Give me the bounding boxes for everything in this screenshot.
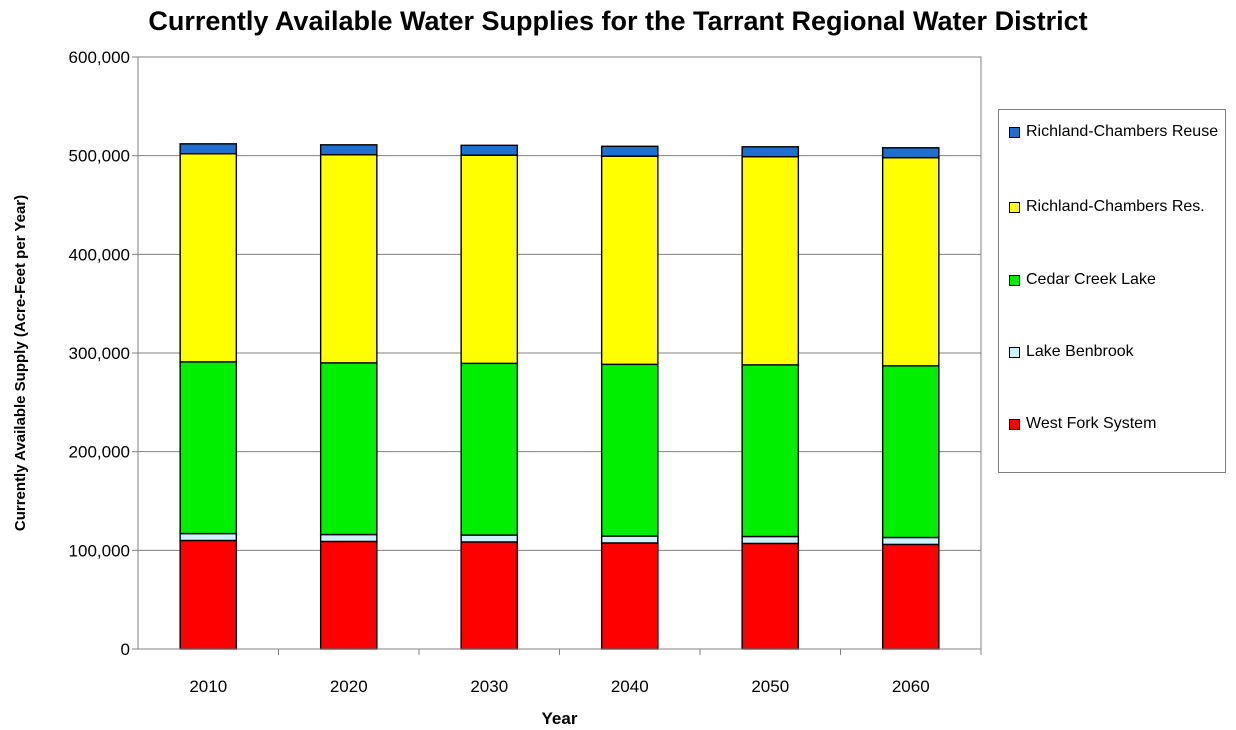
bar-segment <box>319 540 378 650</box>
bar-segment <box>460 144 519 156</box>
x-tick-label: 2030 <box>470 677 508 696</box>
legend: Richland-Chambers Reuse Richland-Chambers… <box>998 109 1226 473</box>
y-tick-label: 0 <box>121 640 130 659</box>
x-tick-label: 2020 <box>330 677 368 696</box>
bar-segment <box>881 543 940 650</box>
legend-label: Lake Benbrook <box>1026 343 1134 360</box>
bar-segment <box>460 362 519 536</box>
y-axis-title: Currently Available Supply (Acre-Feet pe… <box>12 195 29 531</box>
bar-segment <box>881 365 940 539</box>
legend-label: Richland-Chambers Res. <box>1026 198 1205 215</box>
bar-segment <box>460 154 519 365</box>
y-tick-label: 600,000 <box>69 48 130 67</box>
bar-segment <box>600 145 659 157</box>
x-axis-title: Year <box>542 709 578 728</box>
bar-segment <box>179 361 238 535</box>
x-tick-label: 2040 <box>611 677 649 696</box>
x-tick-label: 2050 <box>751 677 789 696</box>
bar-segment <box>319 144 378 156</box>
bar-segment <box>741 146 800 158</box>
bar-segment <box>600 542 659 650</box>
y-tick-label: 300,000 <box>69 344 130 363</box>
y-tick-label: 500,000 <box>69 147 130 166</box>
bar-segment <box>881 156 940 367</box>
bar-segment <box>881 147 940 159</box>
legend-label: Cedar Creek Lake <box>1026 271 1156 288</box>
bar-segment <box>179 539 238 650</box>
legend-swatch <box>1009 419 1020 430</box>
y-tick-label: 100,000 <box>69 541 130 560</box>
legend-label: Richland-Chambers Reuse <box>1026 123 1219 140</box>
bar-segment <box>319 153 378 364</box>
bar-segment <box>600 155 659 366</box>
legend-label: West Fork System <box>1026 415 1157 432</box>
bar-segment <box>741 364 800 538</box>
bar-segment <box>179 152 238 363</box>
bar-segment <box>600 363 659 537</box>
x-tick-label: 2010 <box>189 677 227 696</box>
bar-segment <box>881 536 940 546</box>
x-tick-label: 2060 <box>892 677 930 696</box>
bar-segment <box>460 541 519 650</box>
chart-title: Currently Available Water Supplies for t… <box>148 6 1088 36</box>
bar-segment <box>179 143 238 155</box>
y-tick-label: 200,000 <box>69 443 130 462</box>
bar-segment <box>319 533 378 543</box>
bar-segment <box>741 542 800 650</box>
legend-swatch <box>1009 347 1020 358</box>
legend-swatch <box>1009 127 1020 138</box>
bar-segment <box>741 155 800 366</box>
bar-segment <box>319 362 378 536</box>
legend-swatch <box>1009 275 1020 286</box>
bar-segment <box>741 535 800 545</box>
bar-segment <box>600 535 659 544</box>
bar-segment <box>179 532 238 542</box>
legend-swatch <box>1009 202 1020 213</box>
y-tick-label: 400,000 <box>69 245 130 264</box>
bar-segment <box>460 534 519 543</box>
